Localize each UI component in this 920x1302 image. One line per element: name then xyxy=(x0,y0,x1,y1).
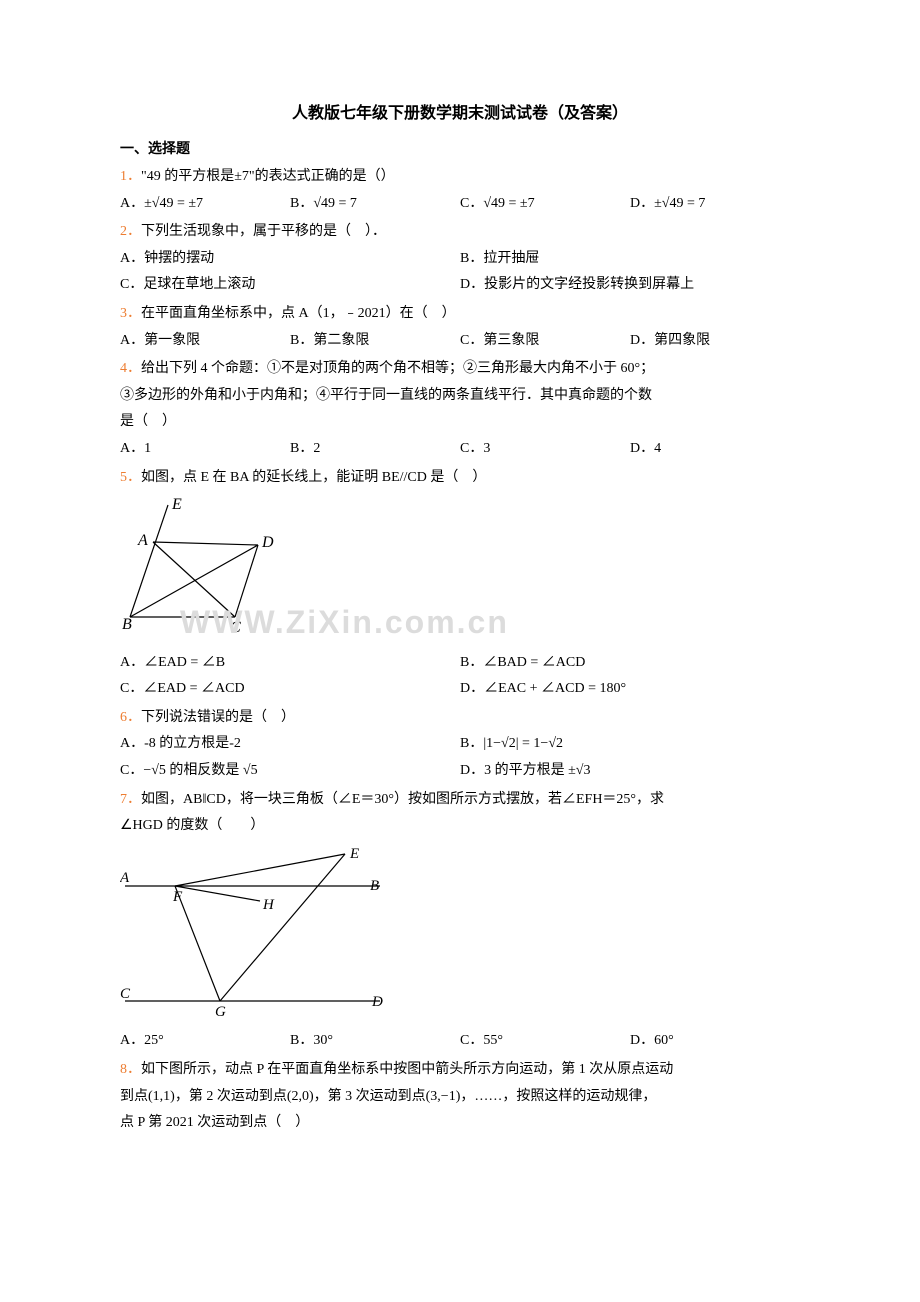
question-2: 2．下列生活现象中，属于平移的是（ ）． A．钟摆的摆动 B．拉开抽屉 C．足球… xyxy=(120,219,800,299)
q7-label-E: E xyxy=(349,846,359,862)
q7-label-A: A xyxy=(120,870,130,886)
q5-options-r1: A．∠EAD = ∠B B．∠BAD = ∠ACD xyxy=(120,650,800,677)
q8-number: 8． xyxy=(120,1062,141,1077)
q4-text2: ③多边形的外角和小于内角和；④平行于同一直线的两条直线平行．其中真命题的个数 xyxy=(120,383,800,410)
q7-opt-d: D．60° xyxy=(630,1028,800,1055)
q6-opt-c: C．−√5 的相反数是 √5 xyxy=(120,758,460,785)
q5-opt-a: A．∠EAD = ∠B xyxy=(120,650,460,677)
q4-number: 4． xyxy=(120,361,141,376)
q6-opt-a: A．-8 的立方根是-2 xyxy=(120,731,460,758)
question-8: 8．如下图所示，动点 P 在平面直角坐标系中按图中箭头所示方向运动，第 1 次从… xyxy=(120,1057,800,1137)
q5-label-D: D xyxy=(261,534,274,551)
q7-number: 7． xyxy=(120,792,141,807)
q3-opt-a: A．第一象限 xyxy=(120,328,290,355)
q6-opt-b: B．|1−√2| = 1−√2 xyxy=(460,731,800,758)
q4-options: A．1 B．2 C．3 D．4 xyxy=(120,436,800,463)
q1-opt-d: D．±√49 = 7 xyxy=(630,191,800,218)
q4-opt-d: D．4 xyxy=(630,436,800,463)
q2-opt-d: D．投影片的文字经投影转换到屏幕上 xyxy=(460,272,800,299)
q2-opt-c: C．足球在草地上滚动 xyxy=(120,272,460,299)
question-7: 7．如图，AB‖CD，将一块三角板（∠E＝30°）按如图所示方式摆放，若∠EFH… xyxy=(120,787,800,1055)
question-4: 4．给出下列 4 个命题：①不是对顶角的两个角不相等；②三角形最大内角不小于 6… xyxy=(120,356,800,462)
page-title: 人教版七年级下册数学期末测试试卷（及答案） xyxy=(120,100,800,129)
q2-text: 下列生活现象中，属于平移的是（ ）． xyxy=(141,224,386,239)
q7-label-C: C xyxy=(120,986,131,1002)
q5-number: 5． xyxy=(120,470,141,485)
q4-text3: 是（ ） xyxy=(120,409,800,436)
q6-text: 下列说法错误的是（ ） xyxy=(141,710,295,725)
q3-opt-c: C．第三象限 xyxy=(460,328,630,355)
q6-opt-d: D．3 的平方根是 ±√3 xyxy=(460,758,800,785)
q7-text1: 如图，AB‖CD，将一块三角板（∠E＝30°）按如图所示方式摆放，若∠EFH＝2… xyxy=(141,792,664,807)
q2-options-r2: C．足球在草地上滚动 D．投影片的文字经投影转换到屏幕上 xyxy=(120,272,800,299)
q7-options: A．25° B．30° C．55° D．60° xyxy=(120,1028,800,1055)
q5-figure: E A D B C WWW.ZiXin.com.cn xyxy=(120,497,800,648)
q8-text3: 点 P 第 2021 次运动到点（ ） xyxy=(120,1110,800,1137)
q5-options-r2: C．∠EAD = ∠ACD D．∠EAC + ∠ACD = 180° xyxy=(120,676,800,703)
q5-svg: E A D B C xyxy=(120,497,400,637)
q1-options: A．±√49 = ±7 B．√49 = 7 C．√49 = ±7 D．±√49 … xyxy=(120,191,800,218)
q1-opt-a: A．±√49 = ±7 xyxy=(120,191,290,218)
q7-label-D: D xyxy=(371,994,383,1010)
q4-opt-b: B．2 xyxy=(290,436,460,463)
q3-opt-b: B．第二象限 xyxy=(290,328,460,355)
q7-opt-c: C．55° xyxy=(460,1028,630,1055)
q2-opt-b: B．拉开抽屉 xyxy=(460,246,800,273)
q3-number: 3． xyxy=(120,306,141,321)
q2-options-r1: A．钟摆的摆动 B．拉开抽屉 xyxy=(120,246,800,273)
q7-label-G: G xyxy=(215,1004,226,1016)
q5-label-E: E xyxy=(171,497,182,513)
q8-text1: 如下图所示，动点 P 在平面直角坐标系中按图中箭头所示方向运动，第 1 次从原点… xyxy=(141,1062,673,1077)
q3-opt-d: D．第四象限 xyxy=(630,328,800,355)
q5-opt-b: B．∠BAD = ∠ACD xyxy=(460,650,800,677)
q4-opt-a: A．1 xyxy=(120,436,290,463)
q7-figure: A F H B E C G D xyxy=(120,846,800,1027)
section-header: 一、选择题 xyxy=(120,137,800,162)
question-1: 1．"49 的平方根是±7"的表达式正确的是（） A．±√49 = ±7 B．√… xyxy=(120,164,800,217)
q1-opt-c: C．√49 = ±7 xyxy=(460,191,630,218)
question-6: 6．下列说法错误的是（ ） A．-8 的立方根是-2 B．|1−√2| = 1−… xyxy=(120,705,800,785)
q8-text2: 到点(1,1)，第 2 次运动到点(2,0)，第 3 次运动到点(3,−1)，…… xyxy=(120,1084,800,1111)
question-3: 3．在平面直角坐标系中，点 A（1，﹣2021）在（ ） A．第一象限 B．第二… xyxy=(120,301,800,354)
q3-text: 在平面直角坐标系中，点 A（1，﹣2021）在（ ） xyxy=(141,306,456,321)
q6-options-r1: A．-8 的立方根是-2 B．|1−√2| = 1−√2 xyxy=(120,731,800,758)
q7-svg: A F H B E C G D xyxy=(120,846,420,1016)
q6-options-r2: C．−√5 的相反数是 √5 D．3 的平方根是 ±√3 xyxy=(120,758,800,785)
q1-number: 1． xyxy=(120,169,141,184)
q5-label-C: C xyxy=(230,619,241,636)
q2-opt-a: A．钟摆的摆动 xyxy=(120,246,460,273)
q2-number: 2． xyxy=(120,224,141,239)
q5-opt-d: D．∠EAC + ∠ACD = 180° xyxy=(460,676,800,703)
q1-opt-b: B．√49 = 7 xyxy=(290,191,460,218)
q7-opt-a: A．25° xyxy=(120,1028,290,1055)
q3-options: A．第一象限 B．第二象限 C．第三象限 D．第四象限 xyxy=(120,328,800,355)
q5-label-B: B xyxy=(122,616,132,633)
q7-label-H: H xyxy=(262,897,275,913)
q5-label-A: A xyxy=(137,532,148,549)
q7-text2: ∠HGD 的度数（ ） xyxy=(120,813,800,840)
q6-number: 6． xyxy=(120,710,141,725)
q7-opt-b: B．30° xyxy=(290,1028,460,1055)
q1-text: "49 的平方根是±7"的表达式正确的是（） xyxy=(141,169,395,184)
question-5: 5．如图，点 E 在 BA 的延长线上，能证明 BE//CD 是（ ） E A … xyxy=(120,465,800,703)
q4-opt-c: C．3 xyxy=(460,436,630,463)
q7-label-F: F xyxy=(172,889,183,905)
q4-text1: 给出下列 4 个命题：①不是对顶角的两个角不相等；②三角形最大内角不小于 60°… xyxy=(141,361,654,376)
q7-label-B: B xyxy=(370,878,379,894)
q5-opt-c: C．∠EAD = ∠ACD xyxy=(120,676,460,703)
q5-text: 如图，点 E 在 BA 的延长线上，能证明 BE//CD 是（ ） xyxy=(141,470,486,485)
